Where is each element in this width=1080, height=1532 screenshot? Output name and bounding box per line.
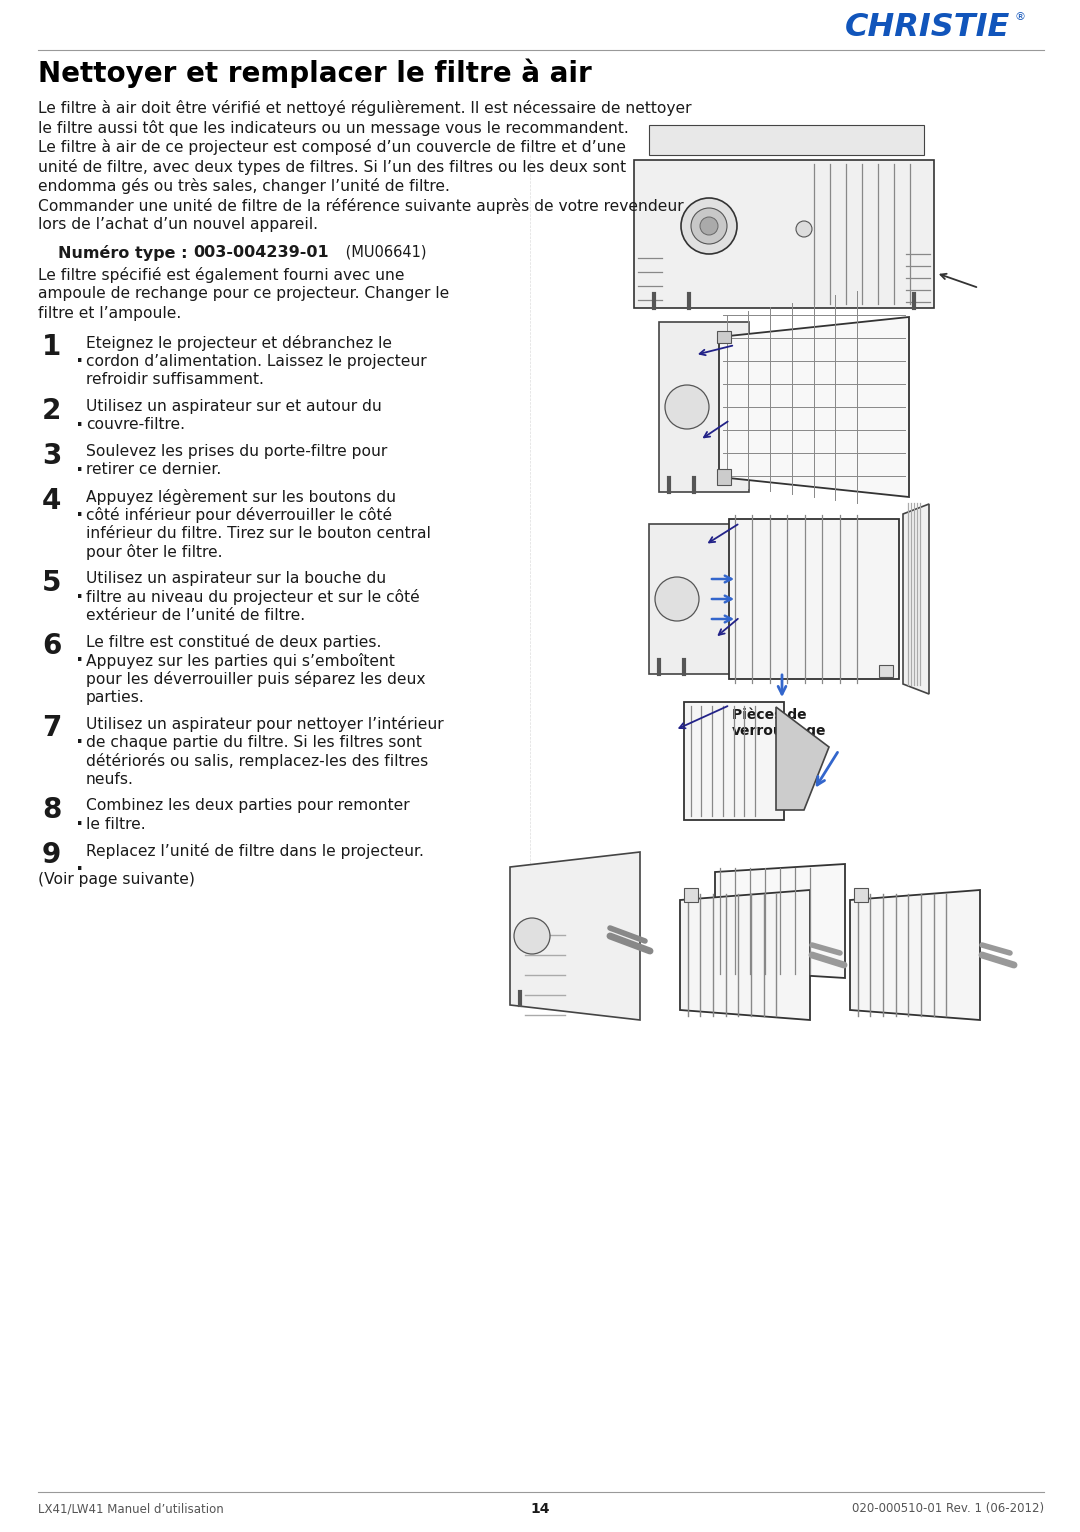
Polygon shape (510, 852, 640, 1020)
Text: .: . (76, 810, 83, 829)
Text: pour les déverrouiller puis séparez les deux: pour les déverrouiller puis séparez les … (86, 671, 426, 686)
Text: (Voir page suivante): (Voir page suivante) (38, 872, 194, 887)
Text: Combinez les deux parties pour remonter: Combinez les deux parties pour remonter (86, 798, 409, 813)
Text: lors de l’achat d’un nouvel appareil.: lors de l’achat d’un nouvel appareil. (38, 218, 318, 231)
Text: Le filtre à air de ce projecteur est composé d’un couvercle de filtre et d’une: Le filtre à air de ce projecteur est com… (38, 139, 626, 155)
Text: Couvre-
filtre: Couvre- filtre (738, 348, 799, 378)
Text: 5: 5 (42, 568, 62, 596)
Text: pour ôter le filtre.: pour ôter le filtre. (86, 544, 222, 561)
Text: Utilisez un aspirateur sur la bouche du: Utilisez un aspirateur sur la bouche du (86, 570, 387, 585)
Polygon shape (719, 317, 909, 496)
Text: couvre-filtre.: couvre-filtre. (86, 417, 185, 432)
Text: le filtre.: le filtre. (86, 817, 146, 832)
Text: Le filtre spécifié est également fourni avec une: Le filtre spécifié est également fourni … (38, 267, 405, 282)
Text: extérieur de l’unité de filtre.: extérieur de l’unité de filtre. (86, 608, 306, 622)
Text: CHRISTIE: CHRISTIE (845, 12, 1010, 43)
Text: Eteignez le projecteur et débranchez le: Eteignez le projecteur et débranchez le (86, 336, 392, 351)
Text: 9: 9 (42, 841, 62, 869)
Text: Soulevez les prises du porte-filtre pour: Soulevez les prises du porte-filtre pour (86, 443, 388, 458)
Circle shape (654, 578, 699, 620)
Text: ampoule de rechange pour ce projecteur. Changer le: ampoule de rechange pour ce projecteur. … (38, 286, 449, 300)
Text: Prise
du filtre: Prise du filtre (742, 620, 805, 650)
Text: détériorés ou salis, remplacez-les des filtres: détériorés ou salis, remplacez-les des f… (86, 754, 429, 769)
Text: LX41/LW41 Manuel d’utilisation: LX41/LW41 Manuel d’utilisation (38, 1501, 224, 1515)
Text: (MU06641): (MU06641) (341, 245, 427, 259)
Polygon shape (903, 504, 929, 694)
Polygon shape (715, 864, 845, 977)
Circle shape (796, 221, 812, 237)
Text: de chaque partie du filtre. Si les filtres sont: de chaque partie du filtre. Si les filtr… (86, 734, 422, 749)
Text: le filtre aussi tôt que les indicateurs ou un message vous le recommandent.: le filtre aussi tôt que les indicateurs … (38, 119, 629, 135)
Text: 003-004239-01: 003-004239-01 (193, 245, 328, 259)
Polygon shape (879, 665, 893, 677)
Text: 14: 14 (530, 1501, 550, 1517)
Text: 7: 7 (42, 714, 62, 741)
Text: Utilisez un aspirateur pour nettoyer l’intérieur: Utilisez un aspirateur pour nettoyer l’i… (86, 715, 444, 732)
Text: .: . (76, 855, 83, 873)
Text: cordon d’alimentation. Laissez le projecteur: cordon d’alimentation. Laissez le projec… (86, 354, 427, 369)
Text: 6: 6 (42, 633, 62, 660)
Text: Unité de filtre: Unité de filtre (742, 525, 851, 539)
Polygon shape (680, 890, 810, 1020)
Circle shape (700, 218, 718, 234)
Text: refroidir suffisamment.: refroidir suffisamment. (86, 372, 264, 388)
Text: Numéro type :: Numéro type : (58, 245, 193, 260)
Circle shape (681, 198, 737, 254)
Text: côté inférieur pour déverrouiller le côté: côté inférieur pour déverrouiller le côt… (86, 507, 392, 522)
Text: neufs.: neufs. (86, 772, 134, 786)
Text: Le filtre est constitué de deux parties.: Le filtre est constitué de deux parties. (86, 634, 381, 650)
Text: Utilisez un aspirateur sur et autour du: Utilisez un aspirateur sur et autour du (86, 398, 381, 414)
Polygon shape (729, 519, 899, 679)
Text: Le filtre à air doit être vérifié et nettoyé régulièrement. Il est nécessaire de: Le filtre à air doit être vérifié et net… (38, 100, 691, 116)
Text: 8: 8 (42, 797, 62, 824)
Text: .: . (76, 647, 83, 665)
Text: .: . (76, 728, 83, 748)
Text: filtre au niveau du projecteur et sur le côté: filtre au niveau du projecteur et sur le… (86, 588, 420, 605)
Text: 2: 2 (42, 397, 62, 424)
Text: ®: ® (1014, 12, 1025, 21)
Text: .: . (76, 582, 83, 602)
Text: .: . (76, 411, 83, 429)
Polygon shape (854, 889, 868, 902)
Text: Appuyez légèrement sur les boutons du: Appuyez légèrement sur les boutons du (86, 489, 396, 504)
Polygon shape (717, 331, 731, 343)
Text: Appuyez sur les parties qui s’emboîtent: Appuyez sur les parties qui s’emboîtent (86, 653, 395, 668)
Text: 020-000510-01 Rev. 1 (06-2012): 020-000510-01 Rev. 1 (06-2012) (852, 1501, 1044, 1515)
Polygon shape (634, 159, 934, 308)
Polygon shape (659, 322, 750, 492)
Polygon shape (684, 702, 784, 820)
Text: 3: 3 (42, 441, 62, 469)
Text: Nettoyer et remplacer le filtre à air: Nettoyer et remplacer le filtre à air (38, 58, 592, 87)
Circle shape (514, 918, 550, 954)
Text: Commander une unité de filtre de la référence suivante auprès de votre revendeur: Commander une unité de filtre de la réfé… (38, 198, 684, 213)
Text: 4: 4 (42, 487, 62, 515)
Text: retirer ce dernier.: retirer ce dernier. (86, 463, 221, 476)
Circle shape (665, 385, 708, 429)
Polygon shape (649, 126, 924, 155)
Polygon shape (850, 890, 980, 1020)
Polygon shape (649, 524, 750, 674)
Text: Pièces de
verrouillage: Pièces de verrouillage (732, 708, 826, 738)
Text: .: . (76, 455, 83, 475)
Polygon shape (717, 469, 731, 486)
Text: .: . (76, 348, 83, 366)
Text: 1: 1 (42, 332, 62, 362)
Polygon shape (684, 889, 698, 902)
Text: Replacez l’unité de filtre dans le projecteur.: Replacez l’unité de filtre dans le proje… (86, 843, 423, 859)
Text: parties.: parties. (86, 689, 145, 705)
Text: .: . (76, 501, 83, 519)
Text: endomma gés ou très sales, changer l’unité de filtre.: endomma gés ou très sales, changer l’uni… (38, 178, 450, 195)
Text: filtre et l’ampoule.: filtre et l’ampoule. (38, 305, 181, 320)
Text: inférieur du filtre. Tirez sur le bouton central: inférieur du filtre. Tirez sur le bouton… (86, 525, 431, 541)
Polygon shape (777, 706, 829, 810)
Text: unité de filtre, avec deux types de filtres. Si l’un des filtres ou les deux son: unité de filtre, avec deux types de filt… (38, 158, 626, 175)
Circle shape (691, 208, 727, 244)
Text: Prises du
couvre-filtre: Prises du couvre-filtre (732, 423, 829, 453)
